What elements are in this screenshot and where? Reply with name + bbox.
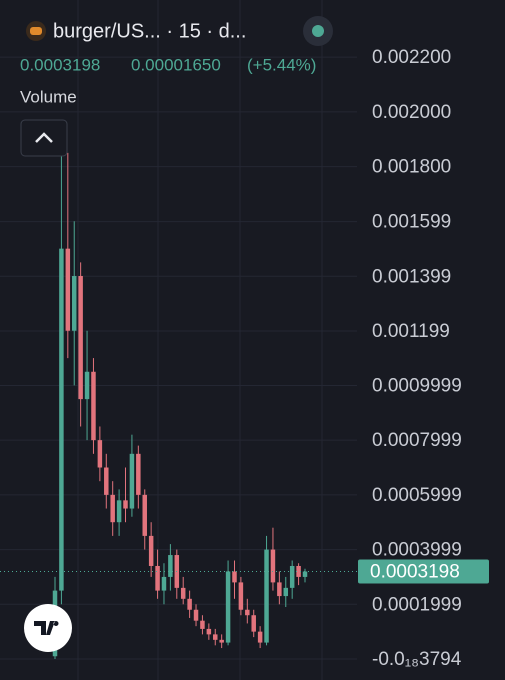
candle-body bbox=[71, 276, 77, 331]
candle-body bbox=[232, 571, 237, 583]
candle-body bbox=[270, 549, 276, 583]
token-icon-glyph bbox=[30, 27, 42, 35]
last-price: 0.0003198 bbox=[20, 55, 100, 74]
candle-body bbox=[200, 620, 205, 629]
candle-body bbox=[97, 440, 103, 468]
y-tick-label: -0.0₁₈3794 bbox=[372, 649, 462, 670]
price-tag-label: 0.0003198 bbox=[370, 562, 460, 583]
candle-body bbox=[129, 453, 135, 509]
candle-body bbox=[148, 535, 154, 566]
grid bbox=[77, 0, 323, 680]
y-tick-label: 0.0003999 bbox=[372, 540, 462, 561]
candle-body bbox=[180, 587, 186, 599]
y-tick-label: 0.002000 bbox=[372, 102, 451, 123]
symbol: burger/US... · 15 · d... bbox=[53, 20, 246, 42]
candle-body bbox=[78, 276, 83, 400]
candle-body bbox=[238, 582, 244, 610]
y-tick-label: 0.0009999 bbox=[372, 375, 462, 396]
candle-body bbox=[257, 631, 263, 643]
change-pct: (+5.44%) bbox=[247, 55, 316, 74]
collapse-button-box[interactable] bbox=[20, 119, 68, 157]
plot bbox=[0, 56, 357, 660]
tv-logo-glyph bbox=[34, 621, 59, 635]
candle-body bbox=[213, 634, 218, 640]
y-tick-label: 0.002200 bbox=[372, 47, 451, 68]
y-tick-label: 0.001199 bbox=[372, 321, 450, 342]
candle-body bbox=[187, 598, 192, 610]
indicator-label: Volume bbox=[20, 87, 77, 106]
candle-body bbox=[110, 494, 115, 523]
candle-body bbox=[84, 371, 90, 400]
tv-logo[interactable] bbox=[24, 604, 72, 652]
y-tick-label: 0.001399 bbox=[372, 266, 451, 287]
candle-body bbox=[142, 494, 147, 536]
candle-body bbox=[193, 609, 199, 621]
candle-body bbox=[245, 609, 250, 616]
candle-body bbox=[296, 565, 301, 577]
candle-body bbox=[302, 571, 308, 577]
change: 0.00001650 bbox=[131, 55, 221, 74]
candle-body bbox=[289, 565, 295, 588]
candle-body bbox=[219, 639, 224, 643]
candle-body bbox=[251, 615, 256, 632]
y-tick-label: 0.0007999 bbox=[372, 430, 462, 451]
collapse-button[interactable] bbox=[20, 119, 68, 157]
status-dot bbox=[312, 25, 324, 37]
candle-body bbox=[264, 549, 269, 643]
candle-body bbox=[168, 555, 173, 577]
y-tick-label: 0.001800 bbox=[372, 157, 451, 178]
candle-body bbox=[277, 582, 282, 597]
candle-body bbox=[59, 248, 64, 591]
candle-body bbox=[123, 500, 128, 509]
candle-body bbox=[65, 248, 71, 331]
y-tick-label: 0.0005999 bbox=[372, 485, 462, 506]
y-tick-label: 0.001599 bbox=[372, 212, 451, 233]
candle-body bbox=[206, 628, 212, 635]
y-tick-label: 0.0001999 bbox=[372, 594, 462, 615]
candle-body bbox=[161, 576, 167, 591]
candle-body bbox=[155, 565, 160, 591]
candle-body bbox=[104, 467, 109, 495]
candle-body bbox=[225, 571, 231, 643]
candle-body bbox=[136, 453, 141, 495]
candle-body bbox=[91, 371, 96, 441]
candle-body bbox=[283, 587, 289, 597]
candle-body bbox=[116, 500, 122, 523]
price-tag bbox=[358, 559, 489, 584]
chevron bbox=[35, 132, 53, 143]
